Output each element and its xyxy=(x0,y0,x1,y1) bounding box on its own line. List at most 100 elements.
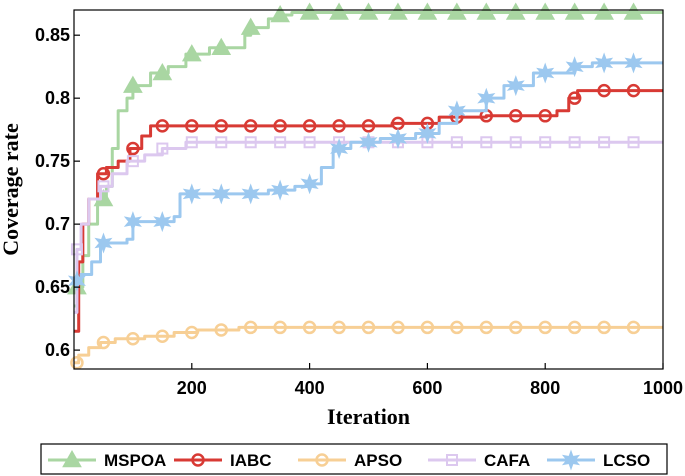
marker-mspoa-150 xyxy=(152,62,173,81)
marker-cafa-750 xyxy=(509,136,522,149)
marker-cafa-900 xyxy=(598,136,611,149)
marker-mspoa-850 xyxy=(564,2,585,20)
y-tick-label-0: 0.6 xyxy=(45,340,70,360)
marker-lcso-800 xyxy=(536,62,555,84)
marker-lcso-100 xyxy=(123,211,142,233)
marker-iabc-350 xyxy=(273,119,287,133)
marker-lcso-500 xyxy=(359,131,378,153)
marker-cafa-5 xyxy=(70,243,83,256)
marker-apso-950 xyxy=(626,320,641,335)
marker-lcso-250 xyxy=(212,183,231,205)
marker-apso-700 xyxy=(479,320,494,335)
marker-iabc-450 xyxy=(332,119,346,133)
marker-iabc-400 xyxy=(302,119,317,133)
marker-iabc-150 xyxy=(155,119,170,133)
marker-apso-750 xyxy=(509,320,523,335)
legend-item-mspoa: MSPOA xyxy=(48,449,166,470)
marker-mspoa-250 xyxy=(211,37,232,56)
plot-frame xyxy=(73,9,664,370)
legend-label-iabc: IABC xyxy=(230,451,272,470)
marker-lcso-400 xyxy=(300,173,319,195)
axes-layer: 200 400 600 800 1000 0.6 0.65 0.7 0.75 0.8 0.85 Ite… xyxy=(0,9,683,429)
marker-apso-800 xyxy=(538,320,552,335)
marker-iabc-250 xyxy=(214,119,228,133)
marker-lcso-150 xyxy=(153,211,172,233)
series-iabc xyxy=(74,83,663,333)
marker-lcso-550 xyxy=(388,128,407,149)
marker-lcso-200 xyxy=(182,183,201,205)
marker-lcso-900 xyxy=(595,52,614,74)
y-tick-label-3: 0.75 xyxy=(35,151,70,171)
legend-label-mspoa: MSPOA xyxy=(104,451,166,470)
marker-mspoa-650 xyxy=(446,2,467,20)
marker-cafa-850 xyxy=(568,136,581,149)
marker-apso-650 xyxy=(450,320,464,335)
marker-apso-900 xyxy=(597,320,611,335)
legend-marker-mspoa xyxy=(62,449,82,468)
marker-cafa-350 xyxy=(274,136,287,149)
marker-apso-450 xyxy=(332,320,346,335)
marker-cafa-150 xyxy=(156,142,169,155)
legend-item-cafa: CAFA xyxy=(428,451,530,470)
marker-mspoa-100 xyxy=(123,75,143,93)
marker-apso-400 xyxy=(302,320,317,335)
y-axis-title: Coverage rate xyxy=(0,123,23,256)
marker-iabc-850 xyxy=(567,91,582,105)
marker-mspoa-550 xyxy=(388,2,408,20)
legend-marker-lcso xyxy=(561,449,581,471)
x-tick-label-800: 800 xyxy=(530,378,560,398)
marker-apso-50 xyxy=(96,335,111,350)
marker-cafa-800 xyxy=(539,136,552,149)
x-tick-label-1000: 1000 xyxy=(643,378,683,398)
series-line-lcso xyxy=(74,61,663,287)
series-layer xyxy=(67,2,663,370)
series-line-apso xyxy=(74,325,663,365)
legend-label-apso: APSO xyxy=(354,451,402,470)
legend-label-lcso: LCSO xyxy=(603,451,650,470)
marker-mspoa-450 xyxy=(329,2,349,20)
x-axis-title: Iteration xyxy=(327,404,410,429)
y-tick-label-5: 0.85 xyxy=(35,25,70,45)
series-lcso xyxy=(67,52,663,292)
marker-cafa-100 xyxy=(126,155,139,168)
marker-apso-100 xyxy=(126,332,140,346)
marker-apso-850 xyxy=(567,320,582,335)
marker-cafa-400 xyxy=(303,136,316,149)
marker-apso-250 xyxy=(214,323,228,337)
marker-iabc-900 xyxy=(597,83,611,98)
marker-apso-200 xyxy=(185,325,199,340)
marker-mspoa-700 xyxy=(476,2,497,20)
marker-lcso-850 xyxy=(565,56,584,78)
marker-lcso-600 xyxy=(418,122,437,144)
marker-cafa-200 xyxy=(185,136,198,149)
marker-mspoa-200 xyxy=(181,44,202,62)
marker-apso-600 xyxy=(420,320,435,335)
legend-item-lcso: LCSO xyxy=(547,449,650,471)
y-tick-label-2: 0.7 xyxy=(45,214,70,234)
x-tick-label-200: 200 xyxy=(177,378,207,398)
marker-lcso-5 xyxy=(67,270,86,292)
marker-apso-5 xyxy=(70,355,84,370)
marker-mspoa-400 xyxy=(299,2,320,20)
legend-item-apso: APSO xyxy=(298,451,402,470)
marker-cafa-250 xyxy=(215,136,228,149)
marker-cafa-950 xyxy=(627,136,640,149)
marker-apso-350 xyxy=(273,320,287,335)
marker-apso-300 xyxy=(243,320,258,335)
marker-mspoa-750 xyxy=(505,2,526,20)
marker-iabc-50 xyxy=(96,167,111,181)
marker-cafa-700 xyxy=(480,136,493,149)
marker-apso-150 xyxy=(155,329,170,343)
x-tick-label-600: 600 xyxy=(412,378,442,398)
y-tick-label-4: 0.8 xyxy=(45,88,70,108)
marker-iabc-500 xyxy=(361,119,376,133)
marker-apso-500 xyxy=(361,320,376,335)
legend-marker-iabc xyxy=(191,453,205,467)
marker-cafa-50 xyxy=(97,180,110,193)
legend: MSPOA IABC APSO CAFA LCSO xyxy=(40,443,668,475)
marker-mspoa-950 xyxy=(623,2,644,20)
marker-lcso-650 xyxy=(447,100,466,122)
x-tick-label-400: 400 xyxy=(295,378,325,398)
series-mspoa xyxy=(67,2,663,308)
marker-lcso-50 xyxy=(94,232,113,254)
